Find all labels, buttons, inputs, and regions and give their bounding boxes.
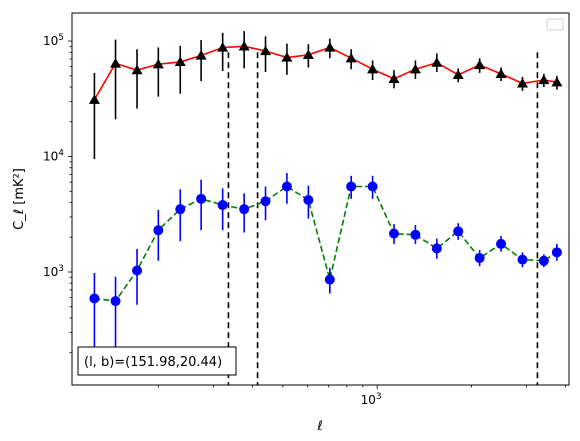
series-1-marker — [303, 195, 314, 206]
series-1-marker — [239, 204, 250, 215]
annotation-box: (l, b)=(151.98,20.44) — [77, 346, 237, 376]
series-1-marker — [410, 229, 421, 240]
y-tick-label: 103 — [43, 264, 64, 279]
series-0-marker — [367, 63, 379, 74]
series-0-marker — [324, 41, 336, 52]
series-0-marker — [345, 52, 357, 63]
series-0-marker — [409, 63, 421, 74]
series-1-line — [94, 185, 558, 302]
series-0-marker — [388, 73, 400, 84]
series-0-marker — [195, 49, 207, 60]
series-1-marker — [153, 225, 164, 236]
series-0-marker — [431, 57, 443, 67]
annotation-text: (l, b)=(151.98,20.44) — [84, 355, 222, 370]
series-1-marker — [517, 254, 528, 265]
series-0-marker — [260, 45, 272, 56]
legend-box — [546, 18, 564, 31]
series-1-marker — [196, 193, 207, 204]
series-1-marker — [474, 253, 485, 264]
y-tick-label: 104 — [43, 149, 64, 164]
series-0-marker — [551, 76, 563, 87]
series-0-marker — [281, 52, 293, 62]
series-0-marker — [474, 59, 486, 70]
series-1-marker — [324, 274, 335, 285]
series-0-marker — [88, 94, 100, 104]
series-1-marker — [89, 293, 100, 304]
series-1-marker — [281, 181, 292, 192]
series-1-marker — [367, 181, 378, 192]
y-tick-label: 105 — [43, 33, 64, 48]
series-1-marker — [260, 196, 271, 207]
series-0-marker — [538, 74, 550, 85]
series-0-marker — [174, 56, 186, 67]
axes-frame — [71, 12, 570, 386]
series-1-marker — [453, 226, 464, 237]
series-0-marker — [110, 57, 122, 68]
series-1-marker — [217, 200, 228, 211]
series-1-marker — [132, 265, 143, 276]
axis-ticks: 103 103 104 105 — [43, 33, 567, 407]
x-tick-label: 103 — [361, 392, 382, 407]
series-0-marker — [152, 58, 164, 69]
series-1-marker — [431, 243, 442, 254]
series-0-marker — [495, 68, 507, 78]
series-1-marker — [551, 247, 562, 258]
y-axis-label: C_ℓ [mK²] — [12, 168, 27, 230]
series-1-marker — [389, 228, 400, 239]
series-1-marker — [538, 255, 549, 266]
series-1-marker — [496, 238, 507, 249]
x-axis-label: ℓ — [316, 419, 322, 434]
series-0-marker — [238, 40, 250, 51]
series-1-marker — [346, 181, 357, 192]
series-0-marker — [516, 77, 528, 88]
series-1-marker — [110, 296, 121, 307]
plot-area — [88, 31, 563, 385]
series-0-marker — [131, 64, 143, 75]
series-1-marker — [175, 204, 186, 215]
series-0-marker — [217, 41, 229, 52]
series-0-marker — [302, 49, 314, 59]
series-0-marker — [452, 69, 464, 79]
